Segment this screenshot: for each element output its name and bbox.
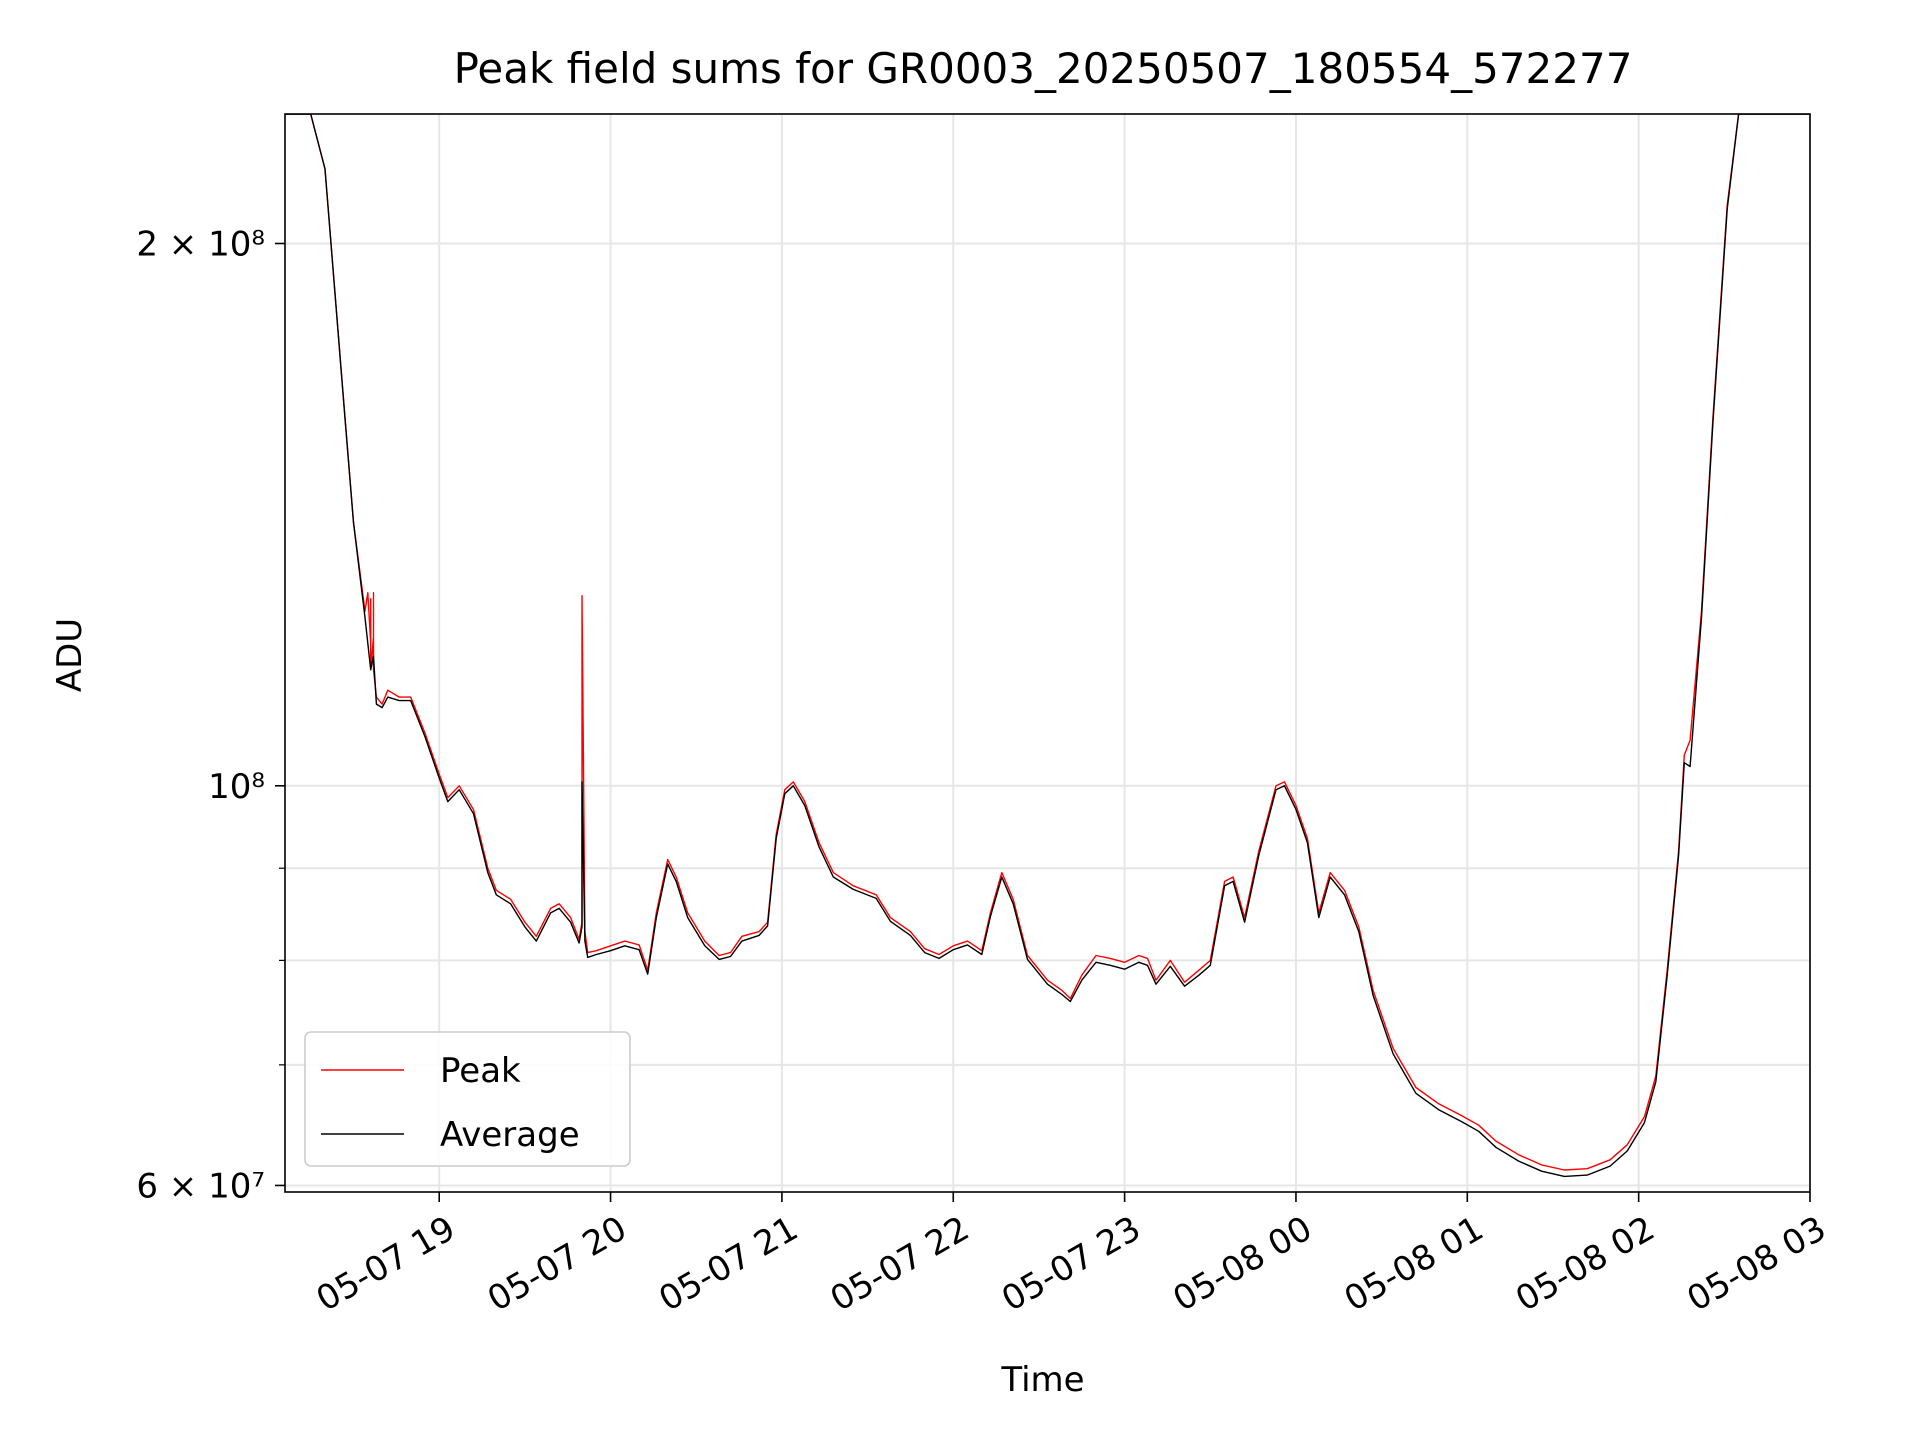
legend-label-peak: Peak xyxy=(440,1051,521,1091)
series-line-average xyxy=(285,114,1810,1178)
series-line-peak xyxy=(285,114,1810,1171)
legend-box xyxy=(304,1031,631,1167)
legend-label-average: Average xyxy=(440,1115,580,1155)
y-tick-label: 10⁸ xyxy=(208,767,265,807)
y-axis-label: ADU xyxy=(50,618,90,692)
axes-frame xyxy=(284,113,1811,1193)
legend: Peak Average xyxy=(304,1031,631,1167)
y-tick-label: 6 × 10⁷ xyxy=(136,1166,265,1206)
x-axis-label: Time xyxy=(1000,1360,1084,1400)
chart-title: Peak field sums for GR0003_20250507_1805… xyxy=(454,44,1633,93)
plot-area xyxy=(285,114,1810,1178)
y-axis: 6 × 10⁷ 10⁸ 2 × 10⁸ xyxy=(136,224,285,1206)
y-tick-label: 2 × 10⁸ xyxy=(136,224,265,264)
